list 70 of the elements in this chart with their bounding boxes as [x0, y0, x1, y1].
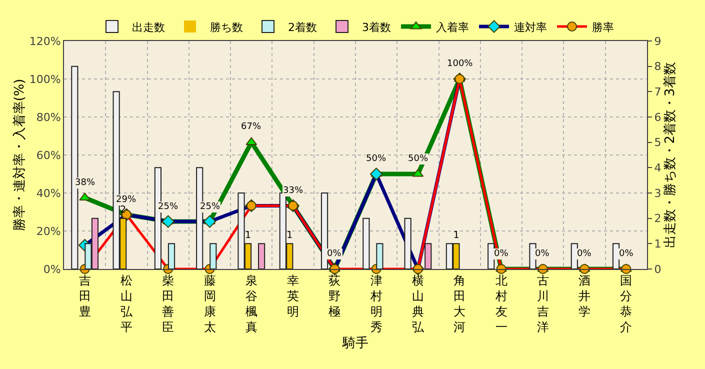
x-tick-label: 古川吉洋: [536, 273, 549, 334]
data-label: 0%: [494, 249, 509, 259]
data-label: 0%: [535, 249, 550, 259]
y-tick-label: 0%: [43, 262, 61, 276]
data-label: 25%: [158, 202, 178, 212]
bar: [404, 218, 412, 269]
legend-label: 勝ち数: [210, 20, 243, 34]
data-label: 100%: [447, 59, 474, 69]
x-tick-label: 藤岡康太: [204, 273, 216, 334]
x-tick-label: 酒井学: [578, 273, 591, 319]
x-tick-label: 泉谷楓真: [245, 273, 258, 334]
data-label: 0%: [619, 249, 634, 259]
y-tick-label: 80%: [36, 110, 61, 124]
x-tick-label: 柴田善臣: [162, 273, 174, 334]
data-label: 25%: [200, 202, 220, 212]
y-tick-label: 40%: [36, 186, 61, 200]
data-label: 1: [244, 230, 252, 241]
x-tick-label: 角田大河: [454, 273, 466, 334]
bar: [258, 243, 266, 269]
x-axis-title: 騎手: [342, 336, 368, 351]
bar: [168, 243, 176, 269]
y2-tick-label: 9: [654, 34, 662, 48]
x-tick-label: 松山弘平: [120, 273, 134, 334]
y-axis-title: 勝率・連対率・入着率(%): [11, 78, 28, 232]
y2-tick-label: 6: [654, 110, 662, 124]
bar: [488, 243, 495, 269]
y2-tick-label: 7: [654, 86, 662, 99]
x-tick-label: 幸英明: [287, 273, 300, 319]
legend-label: 入着率: [436, 20, 469, 34]
y2-tick-label: 3: [654, 186, 662, 200]
data-label: 67%: [241, 122, 262, 132]
y2-tick-label: 5: [654, 136, 662, 150]
x-tick-label: 横山典弘: [412, 273, 425, 334]
data-label: 1: [286, 230, 293, 241]
bar: [320, 192, 328, 269]
y-tick-label: 120%: [29, 34, 61, 48]
bar: [210, 243, 217, 269]
x-tick-label: 北村友一: [494, 273, 508, 334]
data-label: 38%: [75, 178, 96, 188]
data-label: 50%: [366, 154, 386, 164]
bar: [376, 243, 384, 269]
y2-tick-label: 0: [654, 262, 662, 276]
data-label: 0%: [327, 249, 342, 259]
y-tick-label: 100%: [29, 72, 61, 86]
x-tick-label: 吉田豊: [78, 273, 91, 319]
y2-tick-label: 8: [654, 60, 662, 74]
y2-tick-label: 4: [654, 162, 662, 175]
legend-label: 3着数: [362, 20, 391, 34]
data-label: 33%: [283, 186, 304, 196]
data-label: 0%: [577, 249, 592, 259]
x-tick-label: 荻野極: [328, 273, 341, 319]
bar: [424, 243, 432, 269]
legend-label: 勝率: [592, 20, 614, 34]
legend-label: 出走数: [132, 20, 165, 34]
x-tick-label: 国分恭介: [620, 273, 632, 334]
y2-axis-title: 出走数・勝ち数・2着数・3着数: [662, 62, 678, 248]
x-tick-label: 津村明秀: [369, 273, 382, 334]
bar: [612, 243, 620, 269]
data-label: 1: [453, 230, 460, 241]
y-tick-label: 60%: [36, 148, 61, 162]
y-tick-label: 20%: [36, 224, 61, 238]
y2-tick-label: 2: [654, 212, 662, 226]
data-label: 50%: [408, 154, 428, 164]
bar: [529, 243, 536, 269]
data-label: 29%: [116, 195, 136, 205]
legend-label: 連対率: [514, 20, 547, 34]
y2-tick-label: 1: [654, 238, 662, 251]
bar: [570, 243, 578, 269]
legend-label: 2着数: [288, 20, 317, 34]
bar: [362, 218, 370, 269]
